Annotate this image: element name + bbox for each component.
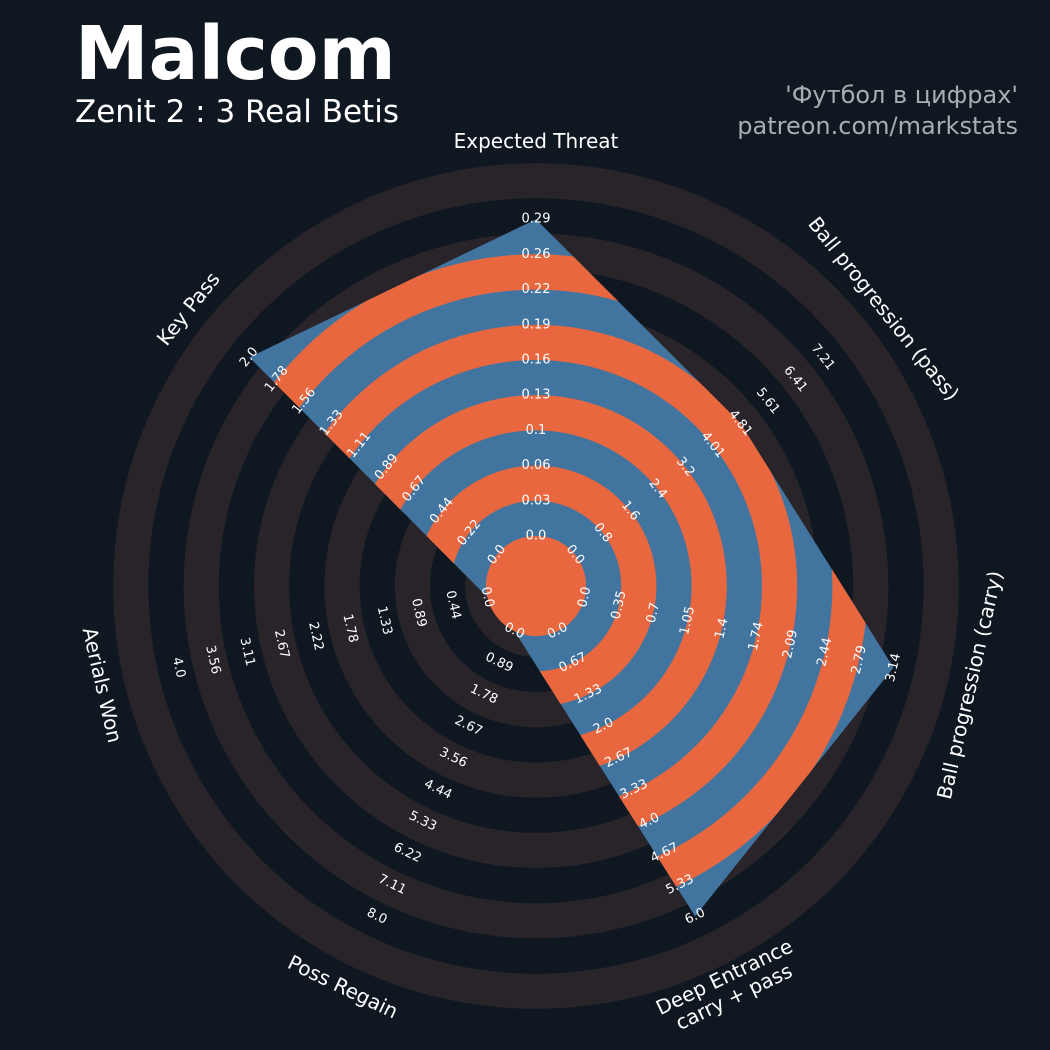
tick-label: 1.05 — [677, 605, 698, 637]
tick-label: 0.13 — [522, 388, 551, 403]
tick-label: 8.0 — [364, 905, 389, 927]
tick-label: 4.0 — [169, 656, 188, 680]
tick-label: 0.89 — [483, 650, 516, 676]
tick-label: 0.0 — [478, 585, 497, 609]
player-title: Malcom — [75, 11, 396, 97]
tick-label: 2.22 — [305, 621, 326, 653]
tick-label: 6.22 — [391, 840, 424, 866]
tick-label: 2.09 — [780, 628, 801, 660]
tick-label: 0.0 — [526, 529, 547, 544]
tick-label: 2.0 — [237, 345, 262, 371]
tick-label: 3.56 — [202, 644, 223, 676]
tick-label: 0.29 — [522, 212, 551, 227]
tick-label: 0.89 — [408, 597, 429, 629]
tick-label: 1.74 — [746, 621, 767, 653]
tick-label: 2.79 — [849, 644, 870, 676]
tick-label: 0.35 — [609, 589, 630, 621]
tick-label: 0.0 — [575, 585, 594, 609]
credits: 'Футбол в цифрах' patreon.com/markstats — [737, 80, 1018, 142]
tick-label: 0.22 — [522, 282, 551, 297]
tick-label: 4.44 — [422, 777, 455, 803]
tick-label: 2.67 — [452, 713, 485, 739]
tick-label: 2.44 — [814, 636, 835, 668]
tick-label: 3.11 — [236, 636, 257, 668]
radar-center — [486, 536, 586, 636]
tick-label: 1.4 — [712, 617, 731, 641]
tick-label: 2.67 — [271, 628, 292, 660]
tick-label: 1.33 — [374, 605, 395, 637]
tick-label: 1.78 — [339, 613, 360, 645]
tick-label: 0.1 — [526, 423, 547, 438]
tick-label: 0.16 — [522, 353, 551, 368]
parameter-label-line: Expected Threat — [454, 129, 619, 153]
tick-label: 0.7 — [644, 601, 663, 625]
tick-label: 6.0 — [683, 905, 708, 927]
credit-line-2: patreon.com/markstats — [737, 112, 1018, 140]
tick-label: 0.44 — [442, 589, 463, 621]
tick-label: 3.14 — [883, 652, 904, 684]
tick-label: 0.26 — [522, 247, 551, 262]
parameter-label: Expected Threat — [454, 129, 619, 153]
tick-label: 0.06 — [522, 458, 551, 473]
match-subtitle: Zenit 2 : 3 Real Betis — [75, 94, 399, 130]
tick-label: 0.19 — [522, 317, 551, 332]
tick-label: 0.03 — [522, 493, 551, 508]
credit-line-1: 'Футбол в цифрах' — [785, 81, 1018, 109]
